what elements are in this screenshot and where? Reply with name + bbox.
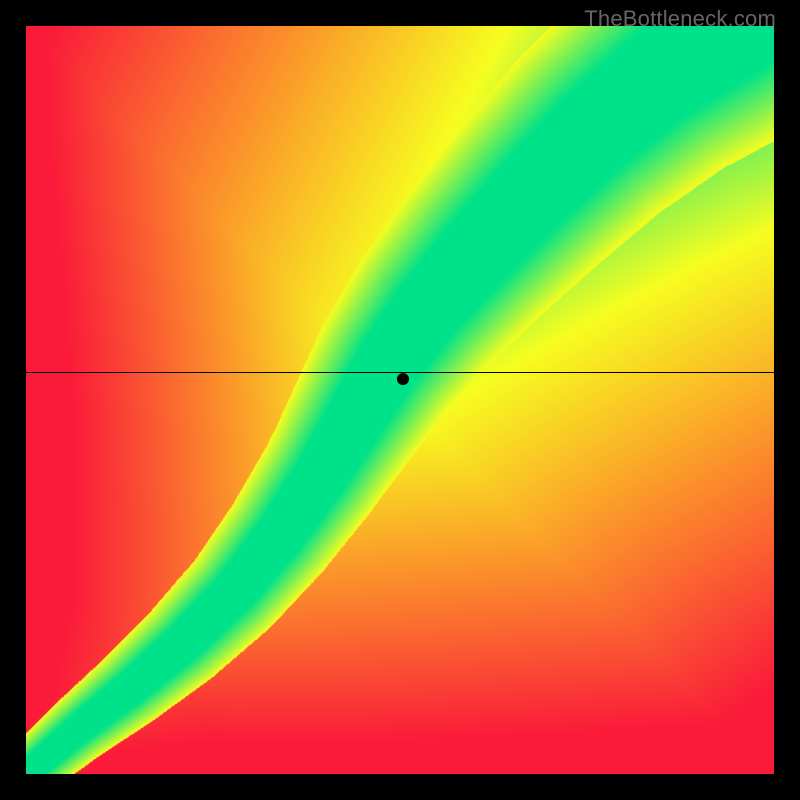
chart-container: TheBottleneck.com [0, 0, 800, 800]
watermark-text: TheBottleneck.com [584, 6, 776, 32]
crosshair-vertical [396, 774, 397, 800]
plot-area [26, 26, 774, 774]
data-point-marker [397, 373, 409, 385]
heatmap-canvas [26, 26, 774, 774]
